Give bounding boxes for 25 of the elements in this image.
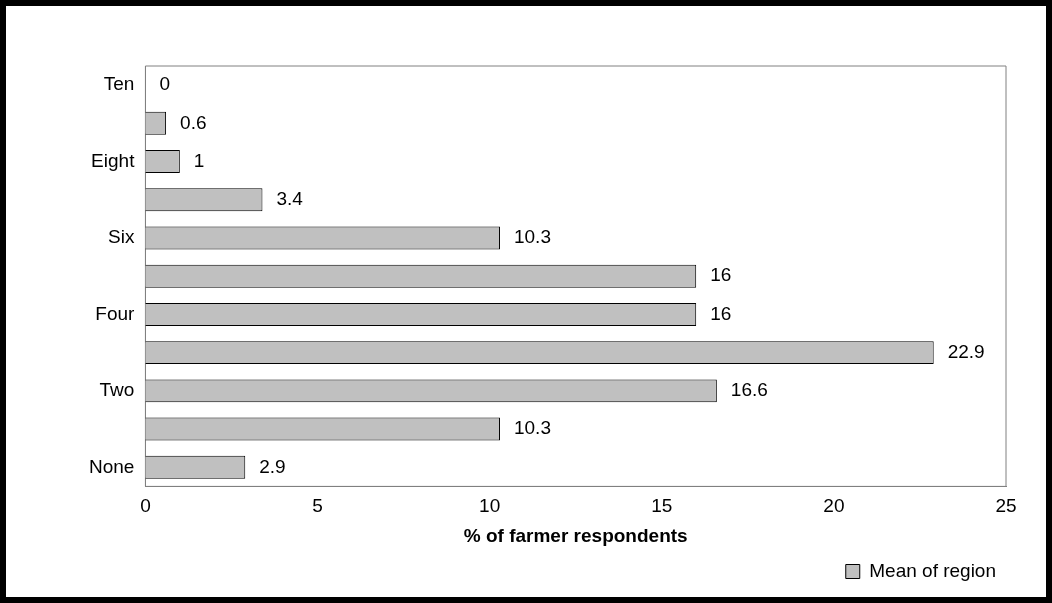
data-label: 22.9 [947,340,985,362]
data-label: 0.6 [180,111,207,133]
y-tick-label: Ten [103,73,135,95]
y-tick-label: Six [108,226,135,248]
data-label: 0 [159,73,170,95]
x-tick-label: 10 [479,495,501,517]
x-tick-label: 15 [651,495,673,517]
x-axis-title: % of farmer respondents [463,524,688,546]
data-label: 2.9 [259,455,286,477]
data-label: 10.3 [513,417,551,439]
y-tick-label: Two [99,379,135,401]
x-tick-label: 0 [140,495,151,517]
legend-label: Mean of region [869,559,996,581]
data-label: 16.6 [730,379,768,401]
x-tick-label: 5 [312,495,323,517]
y-tick-label: Four [95,302,136,324]
data-label: 1 [193,149,205,171]
data-label: 3.4 [276,188,304,209]
x-tick-label: 25 [995,495,1017,517]
y-tick-label: None [89,455,135,477]
data-label: 16 [710,264,732,286]
data-label: 16 [710,302,732,324]
x-tick-label: 20 [823,495,845,517]
data-label: 10.3 [513,226,551,248]
y-tick-label: Eight [91,149,136,171]
